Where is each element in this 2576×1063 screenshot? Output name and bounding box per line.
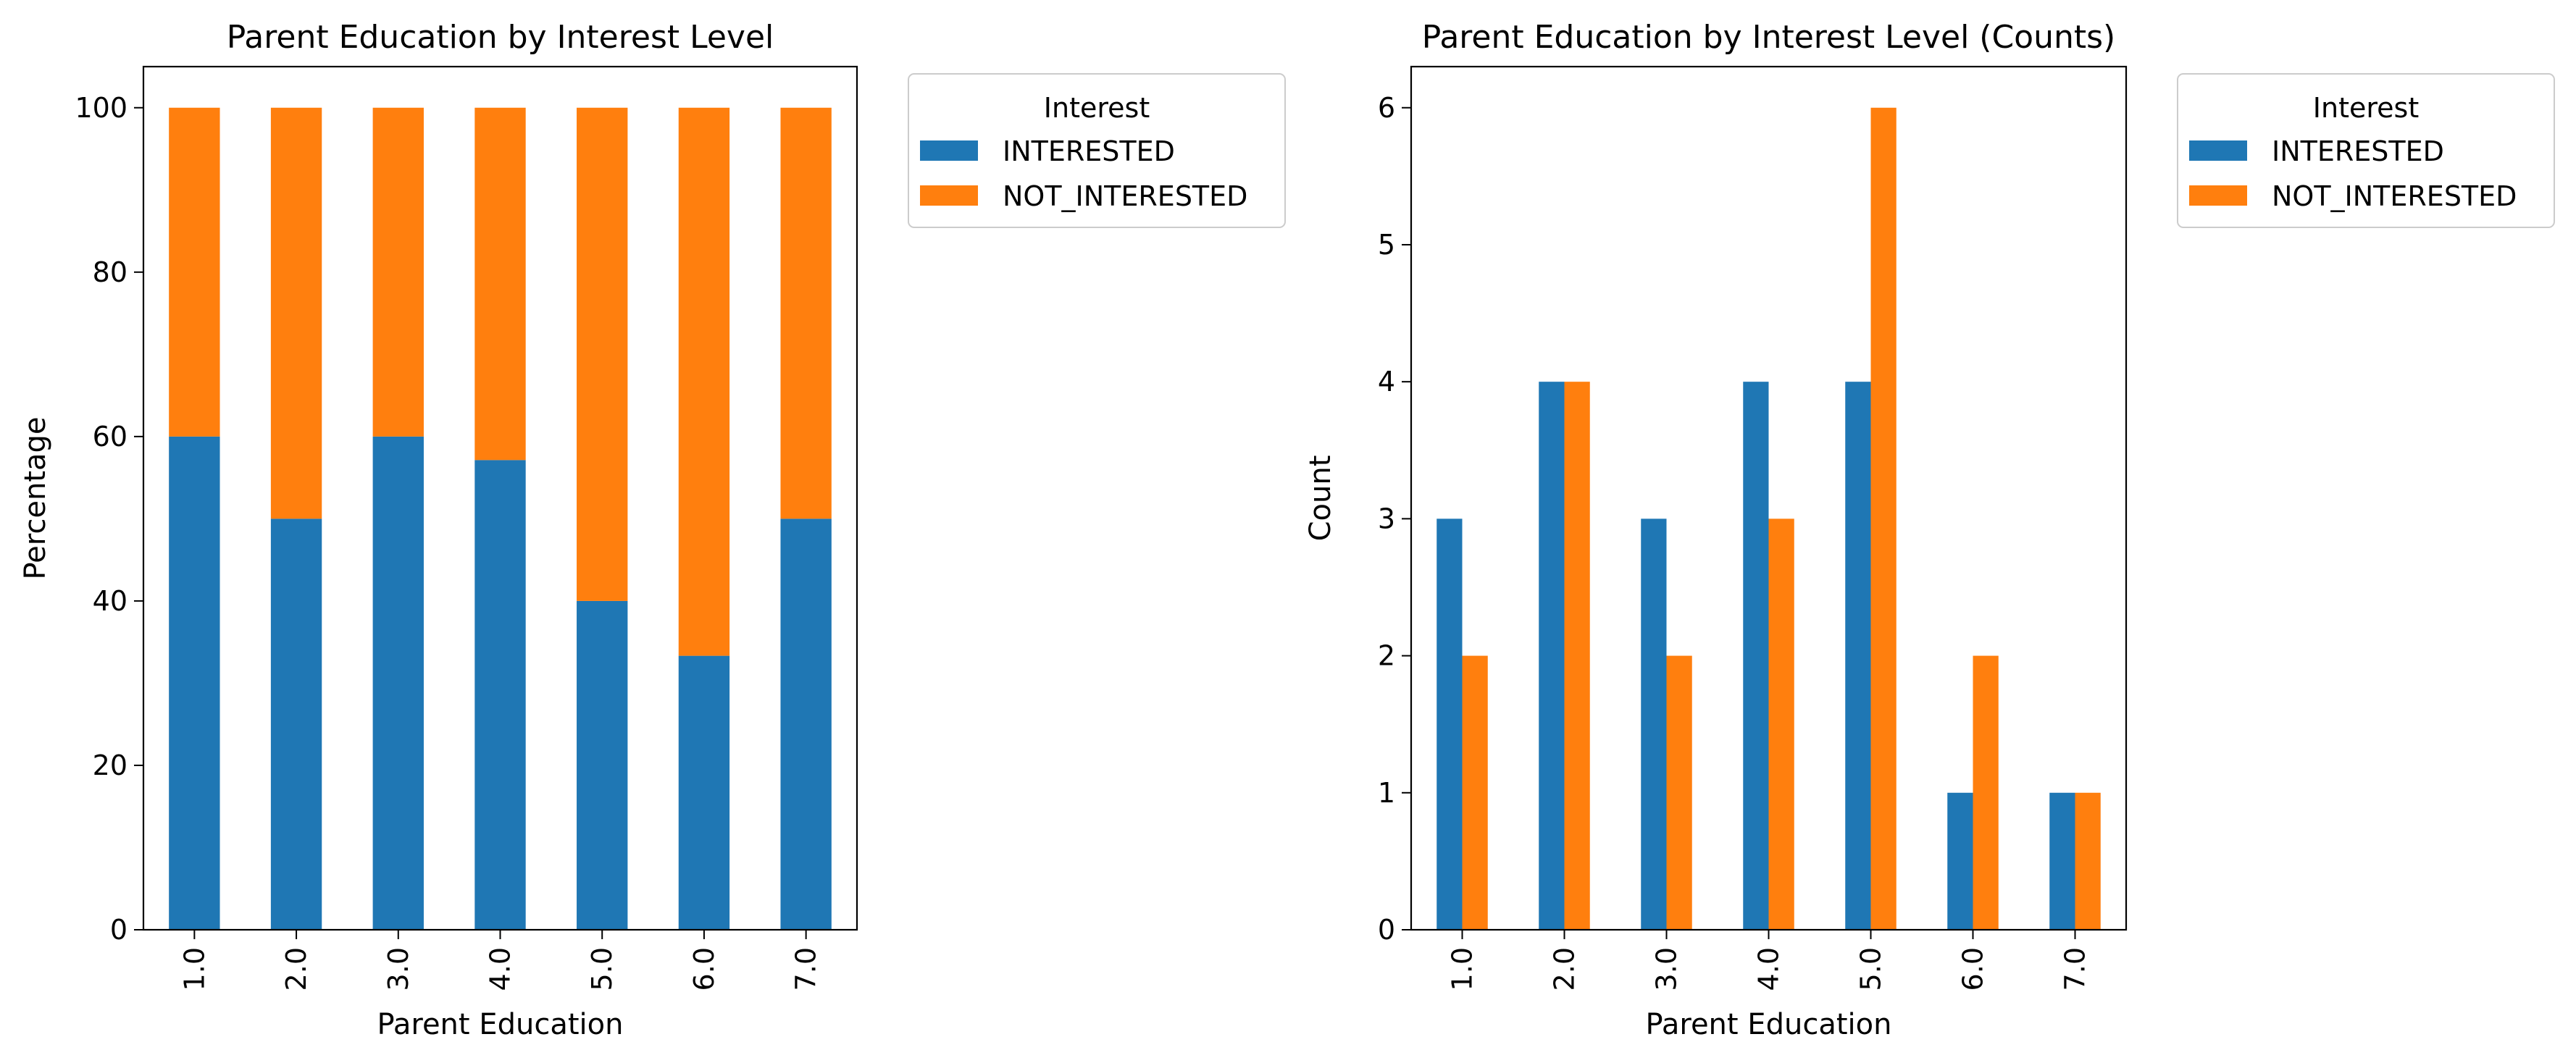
x-tick-label: 4.0 [485, 947, 517, 991]
bar-not-interested-5.0 [577, 107, 628, 601]
bar-not-interested-2.0 [270, 107, 322, 519]
x-tick-label: 4.0 [1753, 947, 1785, 991]
bar-not-interested-1.0 [1462, 655, 1488, 930]
legend-label-interested: INTERESTED [1003, 135, 1175, 167]
bar-interested-2.0 [1539, 382, 1565, 930]
legend-label-not-interested: NOT_INTERESTED [1003, 180, 1247, 212]
x-axis-label: Parent Education [1646, 1008, 1892, 1041]
x-tick-label: 7.0 [790, 947, 822, 991]
legend: Interest INTERESTED NOT_INTERESTED [908, 73, 1286, 228]
x-tick-label: 6.0 [1957, 947, 1989, 991]
bar-interested-6.0 [678, 655, 730, 930]
y-tick-label: 20 [93, 749, 127, 781]
y-tick-label: 5 [1378, 229, 1395, 261]
x-axis-label: Parent Education [377, 1008, 624, 1041]
x-tick-label: 2.0 [1549, 947, 1581, 991]
bar-interested-4.0 [1743, 382, 1769, 930]
legend-title: Interest [1044, 92, 1150, 124]
y-tick-label: 40 [93, 585, 127, 617]
x-tick-label: 7.0 [2059, 947, 2091, 991]
x-tick-label: 6.0 [688, 947, 720, 991]
bar-not-interested-6.0 [1973, 655, 1999, 930]
bar-interested-1.0 [169, 436, 220, 930]
count-chart: 0 1 2 3 4 5 6 1.0 2.0 3.0 4.0 5.0 6.0 7.0 Parent Educa… [1304, 19, 2555, 1041]
bar-not-interested-7.0 [2075, 792, 2101, 930]
bar-not-interested-7.0 [780, 107, 832, 519]
y-axis-label: Percentage [19, 416, 52, 579]
y-tick-label: 2 [1378, 640, 1395, 672]
legend-box [908, 73, 1286, 228]
x-axis: 1.0 2.0 3.0 4.0 5.0 6.0 7.0 [178, 930, 822, 991]
y-axis: 0 20 40 60 80 100 [75, 92, 143, 946]
bar-interested-6.0 [1947, 792, 1973, 930]
chart-title: Parent Education by Interest Level (Coun… [1422, 19, 2115, 56]
bar-not-interested-4.0 [474, 107, 526, 461]
y-tick-label: 4 [1378, 366, 1395, 398]
y-tick-label: 0 [1378, 914, 1395, 946]
bar-not-interested-3.0 [1666, 655, 1692, 930]
legend-label-not-interested: NOT_INTERESTED [2272, 180, 2517, 212]
bar-interested-4.0 [474, 460, 526, 930]
y-tick-label: 3 [1378, 503, 1395, 534]
bar-interested-5.0 [1845, 382, 1871, 930]
legend-title: Interest [2313, 92, 2419, 124]
legend-swatch-not-interested [920, 185, 978, 206]
y-tick-label: 80 [93, 256, 127, 288]
bar-interested-2.0 [270, 518, 322, 930]
bar-interested-5.0 [577, 600, 628, 930]
bar-not-interested-4.0 [1768, 518, 1794, 930]
x-tick-label: 5.0 [586, 947, 618, 991]
x-tick-label: 1.0 [1447, 947, 1479, 991]
bars [1437, 107, 2101, 930]
bar-interested-3.0 [372, 436, 424, 930]
y-tick-label: 1 [1378, 777, 1395, 809]
chart-title: Parent Education by Interest Level [227, 19, 774, 56]
legend-label-interested: INTERESTED [2272, 135, 2444, 167]
bar-not-interested-2.0 [1564, 382, 1590, 930]
x-tick-label: 2.0 [280, 947, 312, 991]
legend: Interest INTERESTED NOT_INTERESTED [2177, 73, 2555, 228]
y-axis: 0 1 2 3 4 5 6 [1378, 92, 1411, 946]
bar-interested-7.0 [2049, 792, 2075, 930]
bars [169, 107, 832, 930]
y-axis-label: Count [1304, 455, 1337, 542]
bar-interested-1.0 [1437, 518, 1463, 930]
x-tick-label: 1.0 [178, 947, 210, 991]
x-axis: 1.0 2.0 3.0 4.0 5.0 6.0 7.0 [1447, 930, 2091, 991]
bar-interested-3.0 [1641, 518, 1667, 930]
y-tick-label: 0 [110, 914, 127, 946]
y-tick-label: 60 [93, 421, 127, 453]
x-tick-label: 5.0 [1855, 947, 1887, 991]
percentage-chart: 0 20 40 60 80 100 1.0 2.0 3.0 4.0 5.0 6.0 7.0 Parent … [19, 19, 1286, 1041]
legend-swatch-not-interested [2189, 185, 2247, 206]
bar-not-interested-3.0 [372, 107, 424, 437]
bar-not-interested-5.0 [1870, 107, 1897, 930]
x-tick-label: 3.0 [1651, 947, 1683, 991]
x-tick-label: 3.0 [382, 947, 414, 991]
y-tick-label: 6 [1378, 92, 1395, 124]
bar-not-interested-6.0 [678, 107, 730, 656]
y-tick-label: 100 [75, 92, 127, 124]
bar-interested-7.0 [780, 518, 832, 930]
bar-not-interested-1.0 [169, 107, 220, 437]
legend-box [2177, 73, 2555, 228]
legend-swatch-interested [920, 140, 978, 161]
legend-swatch-interested [2189, 140, 2247, 161]
